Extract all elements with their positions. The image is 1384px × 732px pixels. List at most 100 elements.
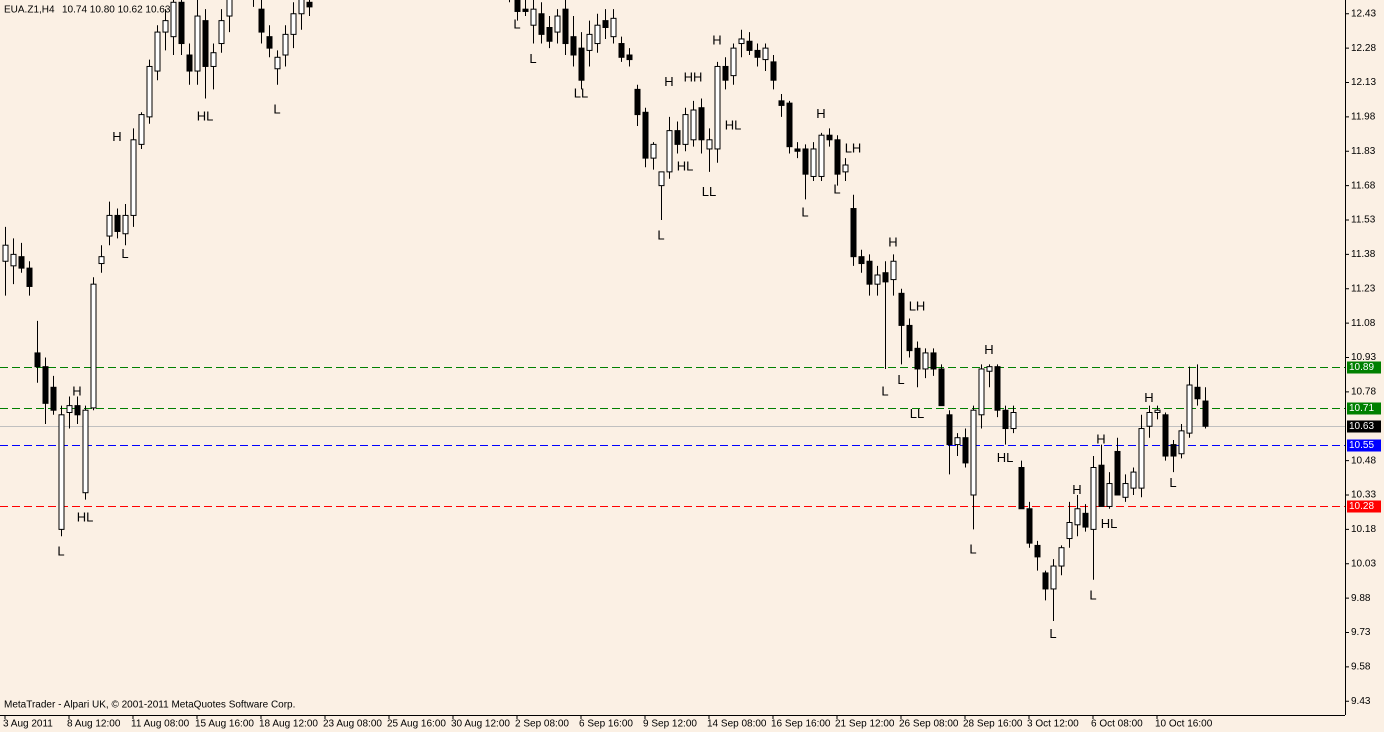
swing-label: L (1049, 626, 1056, 641)
swing-label: LH (909, 299, 926, 314)
swing-label: L (513, 17, 520, 32)
ohlc-label: 10.74 10.80 10.62 10.63 (62, 5, 171, 16)
candle-body (634, 88, 641, 116)
x-tick-label: 16 Sep 16:00 (771, 719, 831, 730)
candle-body (842, 164, 849, 173)
candle-body (114, 214, 121, 232)
swing-label: H (72, 383, 81, 398)
y-tick-label: 12.43 (1351, 8, 1376, 19)
swing-label: HL (1101, 516, 1118, 531)
level-box (1347, 439, 1381, 452)
y-tick-label: 10.93 (1351, 352, 1376, 363)
swing-label: H (888, 234, 897, 249)
swing-label: L (801, 205, 808, 220)
candle-body (1146, 412, 1153, 427)
candle-body (754, 49, 761, 58)
candle-body (626, 54, 633, 61)
candle-body (650, 143, 657, 159)
swing-label: L (969, 541, 976, 556)
candle-body (194, 15, 201, 72)
symbol: EUA.Z1,H4 (4, 5, 55, 16)
y-tick-label: 10.78 (1351, 387, 1376, 398)
candle-body (1130, 471, 1137, 489)
candle-body (106, 214, 113, 237)
swing-label: LH (845, 140, 862, 155)
candle-body (850, 208, 857, 258)
candle-body (130, 139, 137, 216)
candle-body (874, 274, 881, 285)
candle-body (34, 352, 41, 368)
candle-body (618, 43, 625, 58)
candle-body (682, 114, 689, 145)
candle-body (738, 38, 745, 45)
y-tick-label: 12.13 (1351, 77, 1376, 88)
y-tick-label: 11.53 (1351, 215, 1376, 226)
candle-body (986, 366, 993, 372)
candle-body (658, 171, 665, 187)
candle-body (554, 15, 561, 33)
y-tick-label: 10.03 (1351, 558, 1376, 569)
candle-body (978, 368, 985, 416)
candle-body (970, 409, 977, 496)
level-label: 10.63 (1349, 421, 1374, 432)
swing-label: LL (574, 85, 588, 100)
x-tick-label: 3 Oct 12:00 (1027, 719, 1079, 730)
x-tick-label: 25 Aug 16:00 (387, 719, 446, 730)
candle-body (994, 366, 1001, 411)
swing-label: HL (677, 159, 694, 174)
candle-body (794, 148, 801, 152)
candle-body (570, 36, 577, 56)
candle-body (1138, 428, 1145, 489)
candle-body (938, 368, 945, 407)
candle-body (1074, 508, 1081, 526)
x-tick-label: 15 Aug 16:00 (195, 719, 254, 730)
level-box (1347, 500, 1381, 513)
swing-label: L (897, 372, 904, 387)
candle-body (202, 20, 209, 67)
candle-body (834, 139, 841, 175)
swing-label: L (1169, 475, 1176, 490)
y-tick-label: 9.43 (1351, 696, 1371, 707)
swing-label: L (273, 101, 280, 116)
candle-body (1170, 444, 1177, 457)
x-tick-label: 6 Oct 08:00 (1091, 719, 1143, 730)
candle-body (90, 283, 97, 409)
candle-body (1026, 508, 1033, 544)
candle-body (930, 352, 937, 370)
y-tick-label: 9.73 (1351, 627, 1371, 638)
y-tick-label: 11.83 (1351, 146, 1376, 157)
candle-body (1042, 572, 1049, 590)
candle-body (154, 31, 161, 72)
candle-body (170, 1, 177, 38)
candle-body (1034, 544, 1041, 558)
level-label: 10.89 (1349, 362, 1374, 373)
swing-label: L (529, 51, 536, 66)
candle-body (922, 352, 929, 370)
candle-body (1162, 414, 1169, 457)
candle-body (610, 17, 617, 38)
swing-label: L (1089, 587, 1096, 602)
candle-body (642, 111, 649, 159)
candle-body (58, 414, 65, 530)
swing-label: HL (77, 509, 94, 524)
y-tick-label: 12.28 (1351, 43, 1376, 54)
y-tick-label: 11.08 (1351, 318, 1376, 329)
x-tick-label: 21 Sep 12:00 (835, 719, 895, 730)
candle-body (1018, 467, 1025, 510)
x-tick-label: 30 Aug 12:00 (451, 719, 510, 730)
swing-label: HL (725, 117, 742, 132)
candle-body (26, 267, 33, 287)
y-tick-label: 9.58 (1351, 662, 1371, 673)
candle-body (98, 256, 105, 265)
candle-body (914, 347, 921, 370)
candle-body (698, 107, 705, 141)
candle-body (274, 56, 281, 70)
x-tick-label: 18 Aug 12:00 (259, 719, 318, 730)
candle-body (298, 0, 305, 15)
candle-body (1202, 400, 1209, 427)
candle-body (1194, 386, 1201, 400)
candle-body (10, 253, 17, 267)
